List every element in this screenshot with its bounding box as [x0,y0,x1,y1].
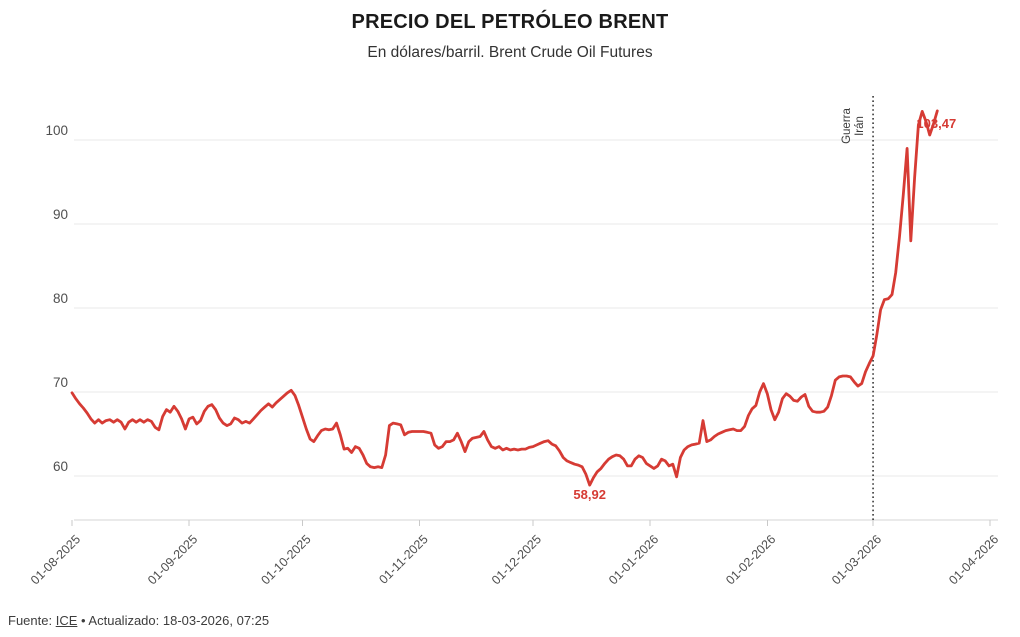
x-axis-label: 01-08-2025 [28,532,83,587]
y-axis-label: 70 [53,375,68,390]
x-axis-label: 01-09-2025 [145,532,200,587]
min-value-label: 58,92 [573,487,606,502]
x-axis-label: 01-12-2025 [489,532,544,587]
x-axis-label: 01-10-2025 [258,532,313,587]
chart-footer: Fuente: ICE • Actualizado: 18-03-2026, 0… [8,613,269,628]
event-label: Guerra [841,108,853,144]
y-axis-label: 90 [53,207,68,222]
chart-subtitle: En dólares/barril. Brent Crude Oil Futur… [367,44,653,61]
x-axis-label: 01-11-2025 [376,532,430,586]
x-axis-label: 01-02-2026 [723,532,778,587]
y-axis-label: 80 [53,291,68,306]
x-axis-label: 01-04-2026 [946,532,1001,587]
price-line [70,109,939,487]
chart-title: PRECIO DEL PETRÓLEO BRENT [351,11,669,33]
x-axis-label: 01-03-2026 [829,532,884,587]
y-axis-label: 100 [45,123,68,138]
x-axis-label: 01-01-2026 [606,532,661,587]
source-label: Fuente: [8,613,56,628]
y-axis-label: 60 [53,459,68,474]
updated-text: • Actualizado: 18-03-2026, 07:25 [77,613,270,628]
max-value-label: 103,47 [916,116,956,131]
source-link[interactable]: ICE [55,613,78,628]
event-label: Irán [854,116,866,136]
